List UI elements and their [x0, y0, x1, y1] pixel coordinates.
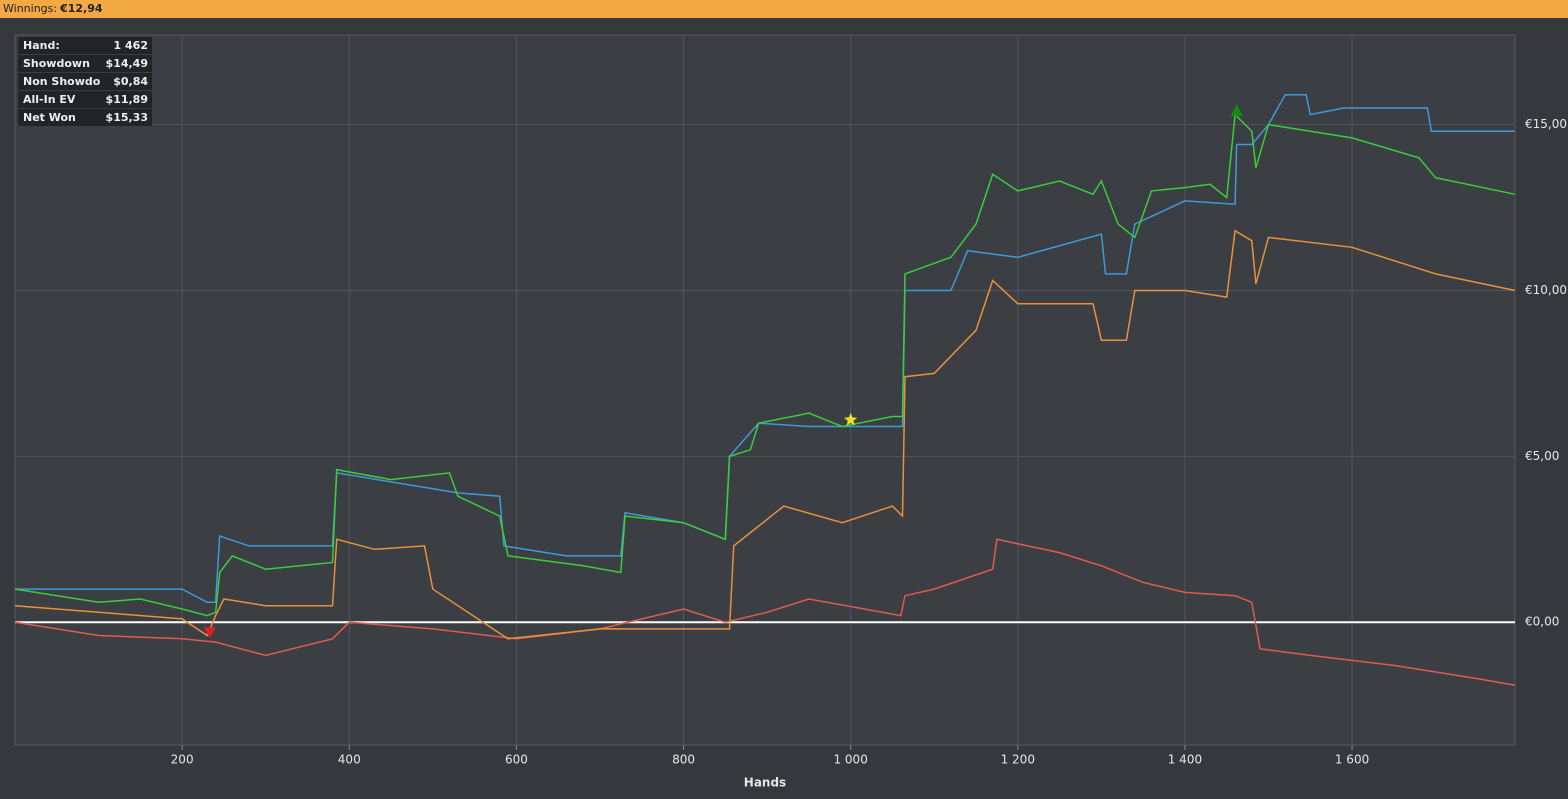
x-tick-label: 1 400 [1168, 753, 1202, 767]
x-tick-label: 1 600 [1335, 753, 1369, 767]
x-tick-label: 600 [505, 753, 528, 767]
y-tick-label: €5,00 [1525, 449, 1559, 463]
stats-box: Hand: 1 462 Showdown $14,49 Non Showdown $0,8… [18, 37, 152, 127]
stat-value: $11,89 [105, 93, 148, 106]
y-tick-label: €0,00 [1525, 615, 1559, 629]
marker [844, 412, 858, 426]
marker [203, 627, 216, 639]
stat-value: $14,49 [105, 57, 148, 70]
x-tick-label: 1 000 [833, 753, 867, 767]
x-tick-label: 800 [672, 753, 695, 767]
stat-value: 1 462 [113, 39, 148, 52]
header-bar: Winnings: €12,94 [0, 0, 1568, 18]
stat-label: Net Won [23, 111, 76, 124]
series-line [14, 229, 1516, 640]
series-line [14, 538, 1516, 687]
stat-label: Showdown [23, 57, 90, 70]
x-axis-label: Hands [744, 776, 786, 790]
x-tick-label: 1 200 [1001, 753, 1035, 767]
stat-row: All-In EV $11,89 [18, 91, 152, 109]
stat-row: Hand: 1 462 [18, 37, 152, 55]
x-tick-label: 400 [338, 753, 361, 767]
stat-value: $0,84 [113, 75, 148, 88]
header-label: Winnings: [3, 2, 58, 15]
plot-area [14, 34, 1516, 746]
stat-row: Showdown $14,49 [18, 55, 152, 73]
stat-label: All-In EV [23, 93, 76, 106]
stat-row: Net Won $15,33 [18, 109, 152, 127]
x-tick-label: 200 [171, 753, 194, 767]
stat-label: Non Showdown [23, 75, 101, 88]
stat-label: Hand: [23, 39, 60, 52]
marker [1230, 104, 1243, 117]
series-line [14, 112, 1516, 617]
header-value: €12,94 [60, 2, 103, 15]
y-tick-label: €10,00 [1525, 283, 1567, 297]
y-tick-label: €15,00 [1525, 117, 1567, 131]
stat-row: Non Showdown $0,84 [18, 73, 152, 91]
stat-value: $15,33 [105, 111, 148, 124]
